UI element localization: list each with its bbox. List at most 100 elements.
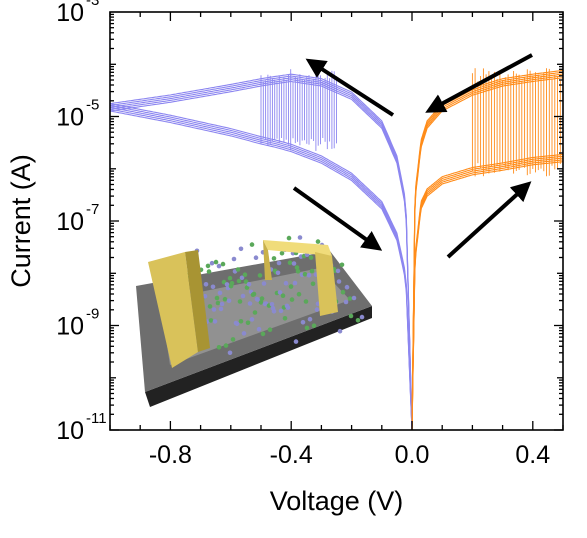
lattice-atom	[210, 284, 216, 290]
series-line	[411, 73, 564, 431]
lattice-atom	[292, 280, 298, 286]
lattice-atom	[276, 260, 282, 266]
lattice-atom	[208, 318, 214, 323]
y-tick-base: 10	[56, 313, 84, 341]
lattice-atom	[213, 259, 219, 265]
lattice-atom	[355, 318, 361, 323]
lattice-atom	[237, 299, 243, 304]
lattice-atom	[205, 263, 211, 269]
lattice-atom	[311, 323, 317, 329]
y-tick-label: 10	[56, 417, 84, 445]
lattice-atom	[304, 325, 310, 331]
lattice-atom	[348, 313, 354, 319]
lattice-atom	[307, 316, 313, 322]
lattice-atom	[220, 261, 226, 267]
lattice-atom	[359, 314, 365, 320]
lattice-atom	[267, 327, 273, 333]
x-tick-label: 0.4	[515, 441, 550, 469]
switching-traces	[260, 68, 337, 151]
lattice-atom	[230, 337, 236, 342]
lattice-atom	[231, 256, 237, 262]
lattice-atom	[337, 328, 343, 334]
y-tick-exponent: -11	[86, 410, 107, 427]
lattice-atom	[256, 326, 262, 332]
lattice-atom	[243, 279, 249, 284]
lattice-atom	[258, 300, 264, 305]
switching-traces	[471, 68, 564, 177]
series-line	[411, 75, 564, 431]
lattice-atom	[246, 282, 252, 287]
series-line	[411, 77, 564, 431]
sweep-arrow	[305, 58, 395, 117]
lattice-atom	[306, 272, 312, 278]
lattice-atom	[310, 281, 316, 287]
lattice-atom	[209, 260, 215, 266]
lattice-atom	[302, 271, 308, 277]
lattice-atom	[211, 307, 217, 312]
lattice-atom	[296, 291, 302, 297]
lattice-atom	[309, 268, 315, 274]
lattice-atom	[340, 289, 346, 295]
lattice-atom	[223, 343, 229, 348]
lattice-atom	[249, 317, 255, 322]
lattice-atom	[289, 297, 295, 302]
lattice-atom	[233, 320, 239, 326]
lattice-atom	[254, 296, 260, 302]
series-group	[411, 153, 564, 431]
lattice-atom	[259, 296, 265, 301]
y-tick-base: 10	[56, 104, 84, 132]
lattice-atom	[282, 316, 288, 321]
lattice-atom	[283, 280, 289, 286]
lattice-atom	[249, 242, 255, 247]
lattice-atom	[224, 282, 230, 287]
lattice-atom	[277, 290, 283, 295]
lattice-atom	[339, 262, 345, 268]
lattice-atom	[295, 269, 301, 274]
lattice-atom	[250, 292, 256, 298]
lattice-atom	[235, 267, 241, 272]
right-electrode-back	[263, 240, 272, 280]
lattice-atom	[275, 270, 281, 276]
lattice-atom	[261, 281, 267, 286]
y-tick-base: 10	[56, 417, 84, 445]
lattice-atom	[314, 307, 320, 312]
lattice-atom	[244, 285, 250, 290]
y-tick-label: 10	[56, 208, 84, 236]
lattice-atom	[216, 263, 222, 269]
lattice-atom	[212, 319, 218, 324]
lattice-atom	[214, 295, 220, 301]
y-tick-exponent: -5	[86, 97, 99, 114]
lattice-atom	[236, 278, 242, 284]
lattice-atom	[207, 304, 213, 309]
lattice-atom	[262, 301, 268, 307]
lattice-atom	[291, 261, 297, 266]
lattice-atom	[347, 296, 353, 301]
sweep-arrow	[425, 53, 533, 113]
series-line	[411, 157, 564, 431]
lattice-atom	[252, 310, 258, 315]
lattice-atom	[217, 290, 223, 296]
series-group	[411, 69, 564, 431]
y-axis-label: Current (A)	[6, 154, 36, 288]
lattice-atom	[253, 255, 259, 260]
lattice-atom	[297, 235, 303, 240]
series-line	[411, 153, 564, 427]
lattice-atom	[288, 284, 294, 289]
lattice-atom	[293, 339, 299, 344]
series-line	[411, 71, 564, 429]
lattice-atom	[280, 293, 286, 299]
lattice-atom	[206, 269, 212, 274]
lattice-atom	[336, 279, 342, 284]
lattice-atom	[245, 320, 251, 326]
lattice-atom	[241, 331, 247, 336]
y-tick-base: 10	[56, 208, 84, 236]
y-tick-label: 10	[56, 313, 84, 341]
y-tick-base: 10	[56, 0, 84, 27]
y-tick-exponent: -3	[86, 0, 99, 9]
x-tick-label: -0.8	[149, 441, 192, 469]
substrate-side	[145, 306, 372, 407]
lattice-atom	[228, 283, 234, 289]
